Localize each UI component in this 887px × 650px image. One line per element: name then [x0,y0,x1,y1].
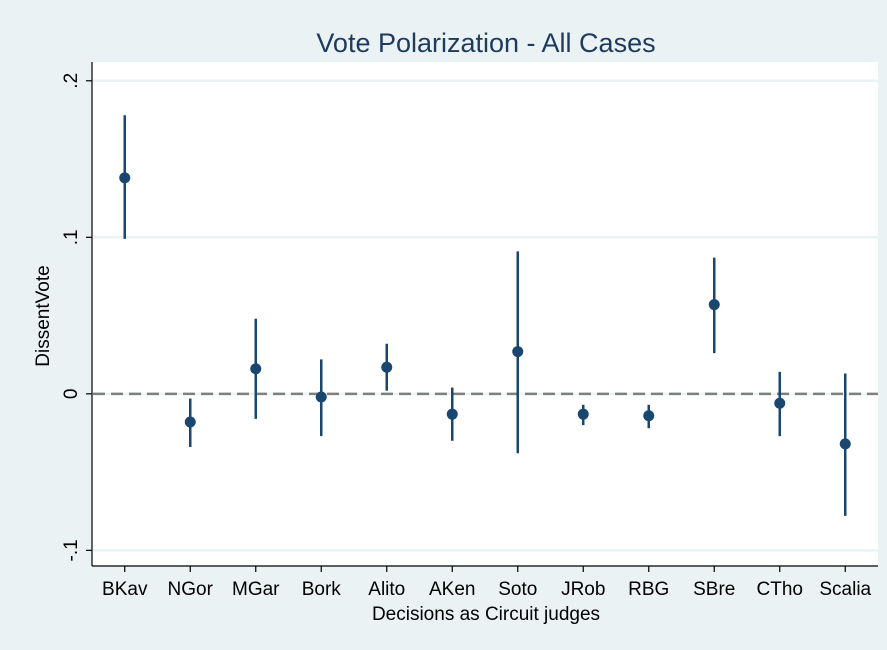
x-tick-label: CTho [757,579,803,600]
x-tick-label: RBG [628,579,669,600]
x-tick-label: Soto [498,579,537,600]
x-tick-label: Alito [368,579,405,600]
y-axis-label: DissentVote [33,265,54,366]
point [643,410,655,422]
point [446,408,458,420]
y-tick-label: .2 [61,73,82,89]
x-tick-label: Bork [302,579,342,600]
point [381,361,393,373]
point [119,172,131,184]
x-tick-label: NGor [168,579,214,600]
point [250,363,262,375]
x-tick-label: BKav [102,579,148,600]
point [708,299,720,311]
x-axis-label: Decisions as Circuit judges [372,604,600,625]
x-tick-label: AKen [429,579,475,600]
point [315,391,327,403]
y-tick-label: 0 [61,389,82,400]
point [774,397,786,409]
x-tick-label: SBre [693,579,735,600]
x-tick-label: MGar [232,579,280,600]
x-tick-label: Scalia [819,579,871,600]
chart-title: Vote Polarization - All Cases [316,28,655,58]
x-tick-label: JRob [561,579,605,600]
point [512,346,524,358]
point [184,416,196,428]
point [839,438,851,450]
y-tick-label: .1 [61,229,82,245]
y-tick-label: -.1 [61,539,82,561]
plot-area [92,62,878,566]
point [577,408,589,420]
